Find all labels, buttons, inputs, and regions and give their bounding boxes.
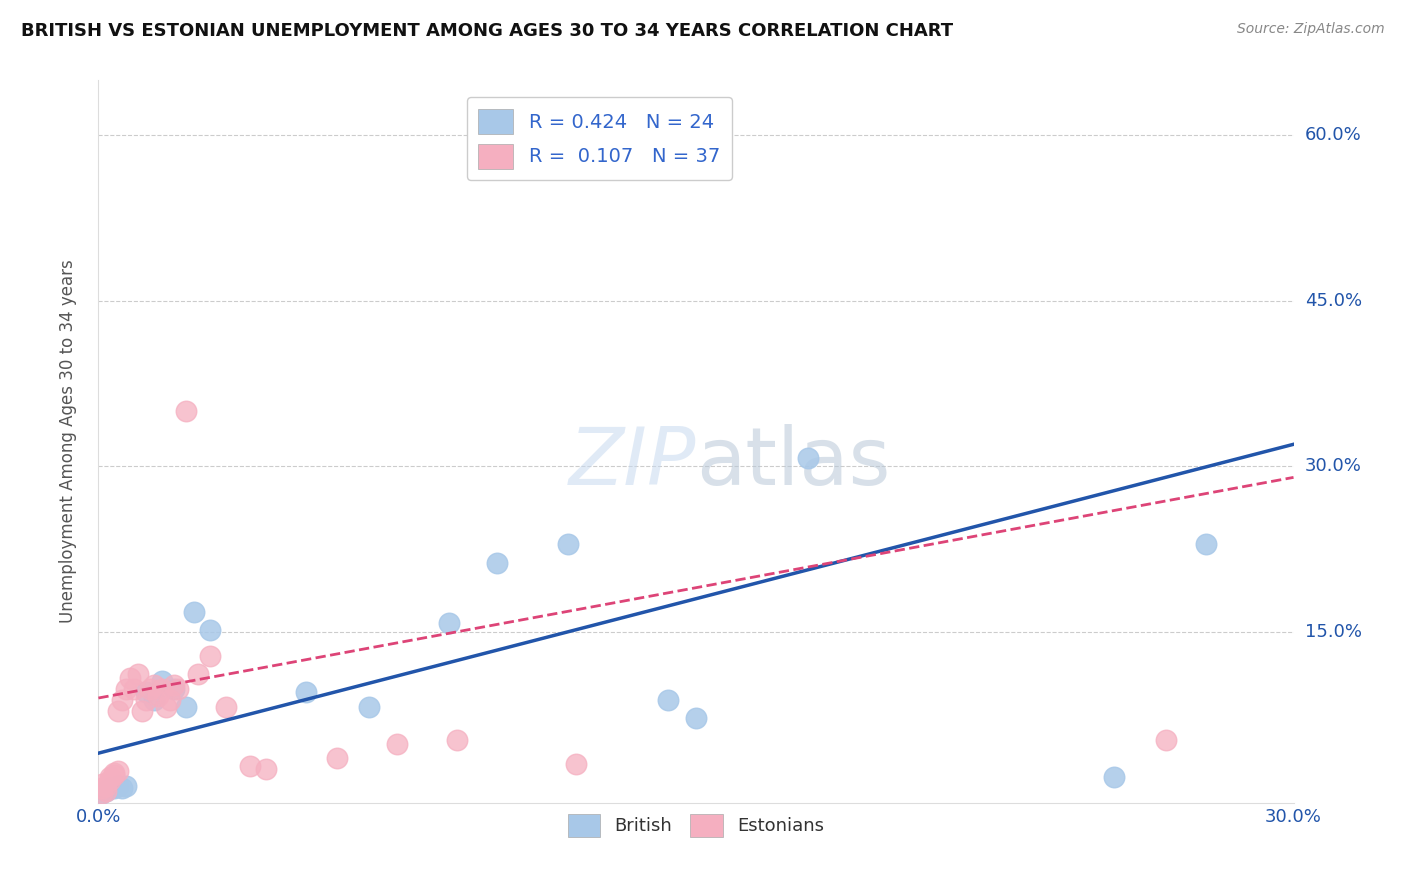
Point <box>359 699 381 714</box>
Point <box>103 781 125 796</box>
Text: 45.0%: 45.0% <box>1305 292 1362 310</box>
Point <box>91 777 114 791</box>
Legend: British, Estonians: British, Estonians <box>561 806 831 845</box>
Point <box>91 781 114 796</box>
Point <box>143 678 166 692</box>
Point <box>103 768 125 782</box>
Point <box>1104 771 1126 785</box>
Point <box>120 671 142 685</box>
Point <box>437 615 460 630</box>
Point <box>115 779 138 793</box>
Point <box>124 682 146 697</box>
Text: atlas: atlas <box>696 425 890 502</box>
Point <box>127 666 149 681</box>
Point <box>198 649 221 664</box>
Point <box>150 674 173 689</box>
Point <box>143 693 166 707</box>
Point <box>446 733 468 747</box>
Point <box>163 678 186 692</box>
Point <box>183 605 205 619</box>
Point <box>150 682 173 697</box>
Point <box>98 772 122 787</box>
Point <box>685 711 707 725</box>
Point <box>167 682 190 697</box>
Point <box>239 759 262 773</box>
Point <box>91 786 114 800</box>
Point <box>796 450 818 465</box>
Point <box>254 762 277 776</box>
Point <box>139 682 162 697</box>
Point <box>1195 536 1218 550</box>
Point <box>98 771 122 785</box>
Text: BRITISH VS ESTONIAN UNEMPLOYMENT AMONG AGES 30 TO 34 YEARS CORRELATION CHART: BRITISH VS ESTONIAN UNEMPLOYMENT AMONG A… <box>21 22 953 40</box>
Text: 60.0%: 60.0% <box>1305 127 1361 145</box>
Point <box>98 781 122 796</box>
Point <box>187 666 209 681</box>
Point <box>215 699 238 714</box>
Point <box>326 750 349 764</box>
Point <box>294 685 316 699</box>
Text: 15.0%: 15.0% <box>1305 623 1361 640</box>
Point <box>657 693 679 707</box>
Point <box>135 693 157 707</box>
Text: ZIP: ZIP <box>568 425 696 502</box>
Text: 30.0%: 30.0% <box>1305 458 1361 475</box>
Point <box>159 693 181 707</box>
Point <box>155 699 177 714</box>
Point <box>198 623 221 637</box>
Point <box>485 557 508 571</box>
Point <box>107 704 129 718</box>
Point <box>107 779 129 793</box>
Point <box>385 737 409 751</box>
Y-axis label: Unemployment Among Ages 30 to 34 years: Unemployment Among Ages 30 to 34 years <box>59 260 77 624</box>
Point <box>96 783 118 797</box>
Point <box>1154 733 1177 747</box>
Point <box>131 704 153 718</box>
Point <box>107 764 129 778</box>
Point <box>174 404 197 418</box>
Point <box>111 693 134 707</box>
Point <box>148 689 170 703</box>
Point <box>96 783 118 797</box>
Point <box>115 682 138 697</box>
Text: Source: ZipAtlas.com: Source: ZipAtlas.com <box>1237 22 1385 37</box>
Point <box>103 766 125 780</box>
Point <box>163 682 186 697</box>
Point <box>557 536 579 550</box>
Point <box>135 685 157 699</box>
Point <box>111 781 134 796</box>
Point <box>96 779 118 793</box>
Point <box>565 757 588 772</box>
Point <box>91 786 114 800</box>
Point <box>174 699 197 714</box>
